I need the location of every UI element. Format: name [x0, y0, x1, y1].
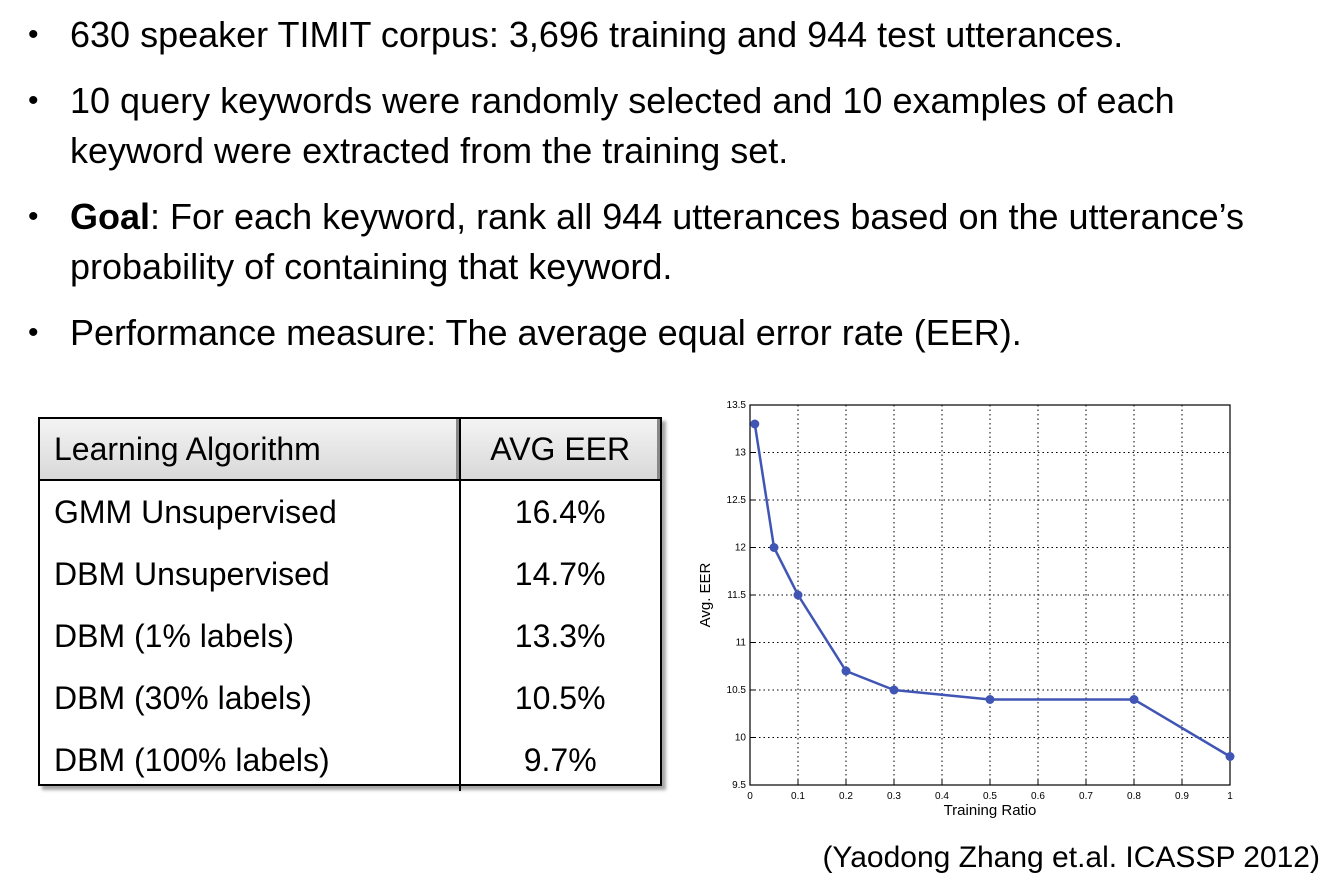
bullet-dot-icon: •: [28, 316, 39, 349]
bullet-text: 10 query keywords were randomly selected…: [70, 80, 1175, 171]
data-point: [1129, 695, 1139, 704]
bullet-item: • Goal: For each keyword, rank all 944 u…: [24, 192, 1314, 292]
data-point: [841, 666, 851, 676]
results-table: Learning Algorithm AVG EER GMM Unsupervi…: [38, 417, 662, 791]
x-tick-label: 1: [1227, 791, 1233, 802]
eer-line-chart: 0 0.1 0.2 0.3 0.4 0.5 0.6 0.7 0.8 0.9 1 9.5 10 10.5 11…: [690, 395, 1250, 830]
x-tick-label: 0.6: [1031, 791, 1045, 802]
eer-cell: 16.4%: [514, 493, 606, 530]
y-tick-label: 13.5: [727, 400, 747, 411]
y-tick-label: 12.5: [727, 495, 747, 506]
data-point: [889, 685, 899, 695]
y-tick-label: 11.5: [727, 590, 746, 601]
bullet-item: • 630 speaker TIMIT corpus: 3,696 traini…: [24, 10, 1314, 60]
x-tick-label: 0.5: [983, 791, 997, 802]
chart-svg: 0 0.1 0.2 0.3 0.4 0.5 0.6 0.7 0.8 0.9 1 9.5 10 10.5 11…: [697, 400, 1235, 819]
table-row: DBM (1% labels) 13.3%: [40, 605, 660, 667]
x-axis-label: Training Ratio: [944, 802, 1037, 819]
eer-cell: 9.7%: [523, 741, 597, 778]
x-tick-label: 0.3: [887, 791, 901, 802]
eer-cell: 10.5%: [514, 679, 606, 716]
algorithm-cell: DBM (30% labels): [40, 667, 462, 729]
x-tick-label: 0.1: [791, 791, 805, 802]
algorithm-cell: GMM Unsupervised: [40, 480, 462, 543]
bullet-text: Performance measure: The average equal e…: [70, 312, 1022, 353]
eer-cell: 14.7%: [514, 555, 606, 592]
x-tick-label: 0.2: [839, 791, 853, 802]
x-tick-label: 0.4: [935, 791, 949, 802]
y-tick-label: 13: [735, 448, 747, 459]
data-point: [1225, 752, 1235, 761]
bullet-dot-icon: •: [28, 18, 39, 51]
eer-cell: 13.3%: [514, 617, 606, 654]
bullet-dot-icon: •: [28, 84, 39, 117]
bullet-text: 630 speaker TIMIT corpus: 3,696 training…: [70, 14, 1124, 55]
data-point: [750, 419, 760, 429]
data-point: [985, 695, 995, 704]
citation: (Yaodong Zhang et.al. ICASSP 2012): [822, 841, 1320, 874]
y-tick-label: 9.5: [732, 780, 746, 791]
table-row: DBM (100% labels) 9.7%: [40, 729, 660, 791]
x-tick-label: 0: [747, 791, 753, 802]
series-line: [753, 423, 1231, 758]
bullet-item: • Performance measure: The average equal…: [24, 308, 1314, 358]
algorithm-cell: DBM Unsupervised: [40, 543, 462, 605]
x-tick-label: 0.9: [1175, 791, 1189, 802]
algorithm-cell: DBM (1% labels): [40, 605, 462, 667]
table-row: DBM Unsupervised 14.7%: [40, 543, 660, 605]
y-tick-label: 12: [735, 543, 747, 554]
y-axis-label: Avg. EER: [697, 562, 714, 627]
table-header-row: Learning Algorithm AVG EER: [40, 419, 660, 481]
y-tick-label: 10.5: [727, 685, 747, 696]
bullet-list: • 630 speaker TIMIT corpus: 3,696 traini…: [24, 10, 1314, 374]
y-tick-label: 11: [736, 638, 747, 649]
data-point: [793, 590, 803, 600]
bullet-text: : For each keyword, rank all 944 utteran…: [70, 196, 1244, 287]
header-learning-algorithm: Learning Algorithm: [40, 419, 462, 481]
table-row: DBM (30% labels) 10.5%: [40, 667, 660, 729]
bullet-bold-text: Goal: [70, 196, 151, 237]
bullet-item: • 10 query keywords were randomly select…: [24, 76, 1314, 176]
table-row: GMM Unsupervised 16.4%: [40, 480, 660, 543]
algorithm-cell: DBM (100% labels): [40, 729, 462, 791]
header-avg-eer: AVG EER: [460, 419, 660, 481]
bullet-dot-icon: •: [28, 200, 39, 233]
data-point: [769, 543, 779, 552]
x-tick-label: 0.7: [1079, 791, 1093, 802]
y-tick-label: 10: [735, 733, 747, 744]
x-tick-label: 0.8: [1127, 791, 1141, 802]
